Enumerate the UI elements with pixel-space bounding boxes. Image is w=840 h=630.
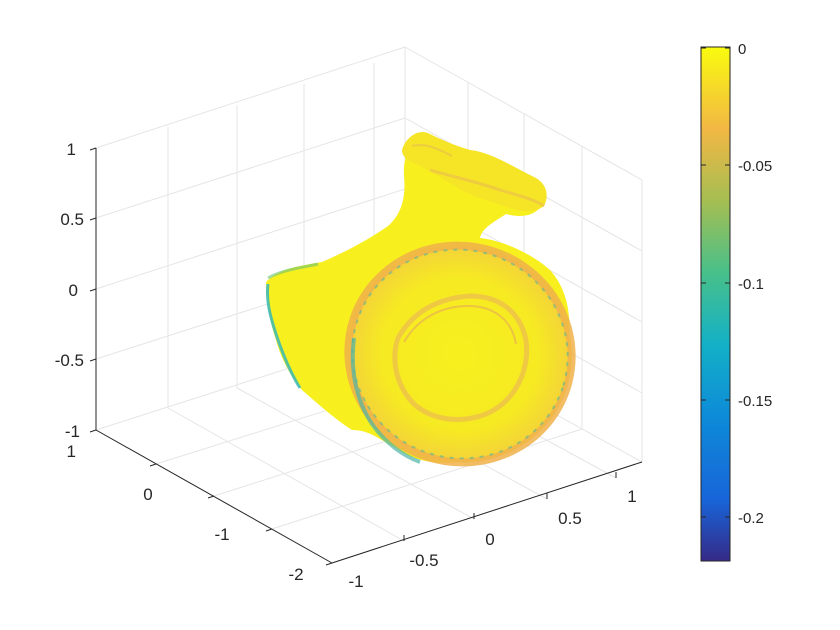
z-tick-labels: 1 0.5 0 -0.5 -1	[55, 140, 84, 441]
x-tick-label: -0.5	[409, 551, 438, 570]
x-tick-label: 0	[485, 530, 494, 549]
y-tick-label: 0	[143, 485, 152, 504]
x-tick-label: -1	[348, 572, 363, 591]
y-tick-label: -1	[214, 525, 229, 544]
colorbar-tick-label: -0.15	[738, 393, 772, 410]
z-tick-label: -1	[65, 422, 80, 441]
y-tick-label: 1	[67, 442, 76, 461]
surface-object	[266, 131, 576, 467]
y-tick-labels: 1 0 -1 -2	[67, 442, 304, 584]
axes	[89, 147, 643, 566]
colorbar: 0 -0.05 -0.1 -0.15 -0.2	[700, 41, 772, 562]
z-tick-label: -0.5	[55, 351, 84, 370]
colorbar-tick-label: -0.1	[738, 276, 764, 293]
x-tick-label: 1	[627, 487, 636, 506]
x-tick-labels: -1 -0.5 0 0.5 1	[348, 487, 636, 591]
colorbar-tick-label: 0	[738, 41, 746, 58]
z-tick-label: 0	[69, 281, 78, 300]
z-tick-label: 0.5	[60, 210, 84, 229]
x-tick-label: 0.5	[558, 509, 582, 528]
colorbar-gradient	[700, 46, 731, 562]
colorbar-tick-label: -0.2	[738, 510, 764, 527]
y-tick-label: -2	[288, 565, 303, 584]
z-tick-label: 1	[67, 140, 76, 159]
colorbar-tick-label: -0.05	[738, 158, 772, 175]
